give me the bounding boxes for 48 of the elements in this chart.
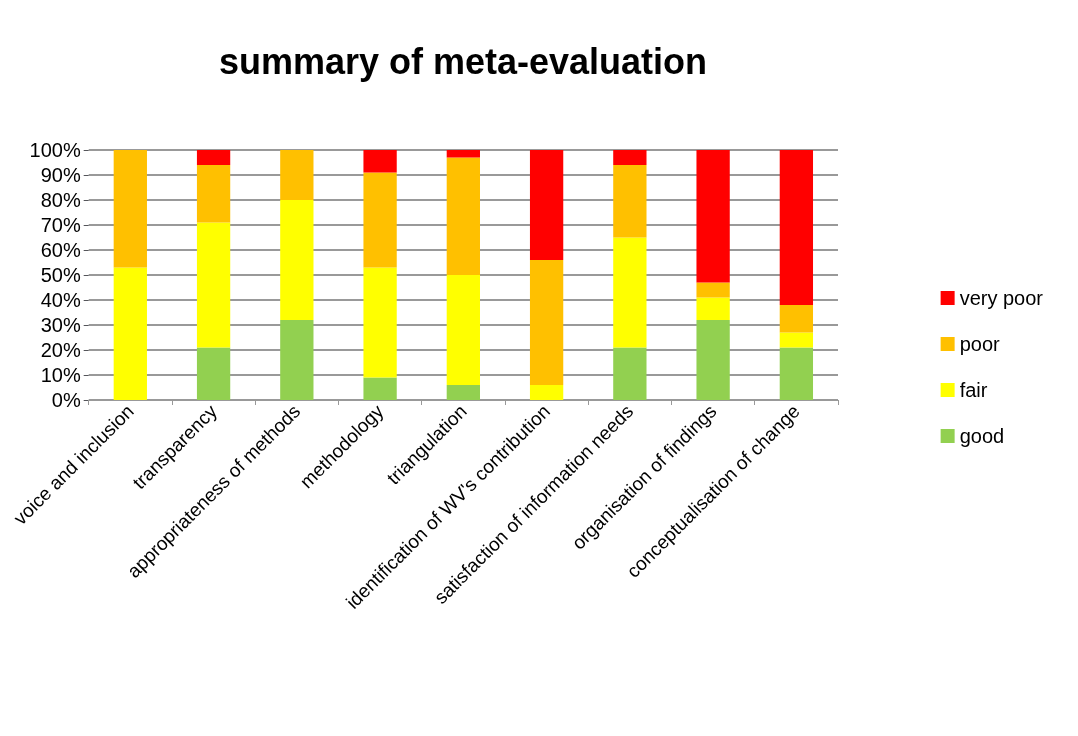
bar [196, 222, 231, 348]
bar [529, 385, 564, 400]
y-tick-label: 80% [40, 189, 81, 211]
y-tick-label: 100% [29, 139, 81, 161]
bar [113, 267, 147, 400]
bar [280, 200, 314, 320]
bar [113, 150, 147, 268]
bar [779, 150, 814, 305]
bar [613, 150, 647, 165]
bar [779, 347, 814, 400]
y-tick-label: 40% [40, 289, 81, 311]
bar [779, 305, 814, 333]
bar [196, 347, 231, 400]
legend-label: fair [959, 379, 988, 401]
bar [696, 282, 730, 298]
y-tick-label: 30% [40, 314, 81, 336]
bar [613, 347, 647, 400]
bar [613, 165, 647, 238]
y-tick-label: 90% [40, 164, 81, 186]
y-tick-label: 0% [51, 389, 81, 411]
bar [613, 237, 647, 348]
bar [446, 275, 480, 385]
bar [363, 172, 397, 268]
legend-label: poor [959, 333, 1000, 355]
bar [363, 267, 397, 378]
chart-title: summary of meta-evaluation [218, 40, 708, 82]
bar [696, 150, 730, 283]
y-tick-label: 70% [40, 214, 81, 236]
bar [363, 377, 397, 400]
bar [196, 150, 231, 165]
bar [196, 165, 231, 223]
bar [529, 260, 564, 385]
bar [779, 332, 814, 348]
y-tick-label: 50% [40, 264, 81, 286]
bar [529, 150, 564, 260]
bar [696, 297, 730, 320]
legend-label: good [959, 425, 1005, 447]
bar [363, 150, 397, 173]
y-tick-label: 10% [40, 364, 81, 386]
y-tick-label: 60% [40, 239, 81, 261]
bar [696, 320, 730, 400]
bar [280, 320, 314, 400]
bar [446, 150, 480, 158]
y-tick-label: 20% [40, 339, 81, 361]
bar [280, 150, 314, 200]
legend-label: very poor [959, 287, 1044, 309]
bar [446, 385, 480, 400]
bar [446, 157, 480, 275]
